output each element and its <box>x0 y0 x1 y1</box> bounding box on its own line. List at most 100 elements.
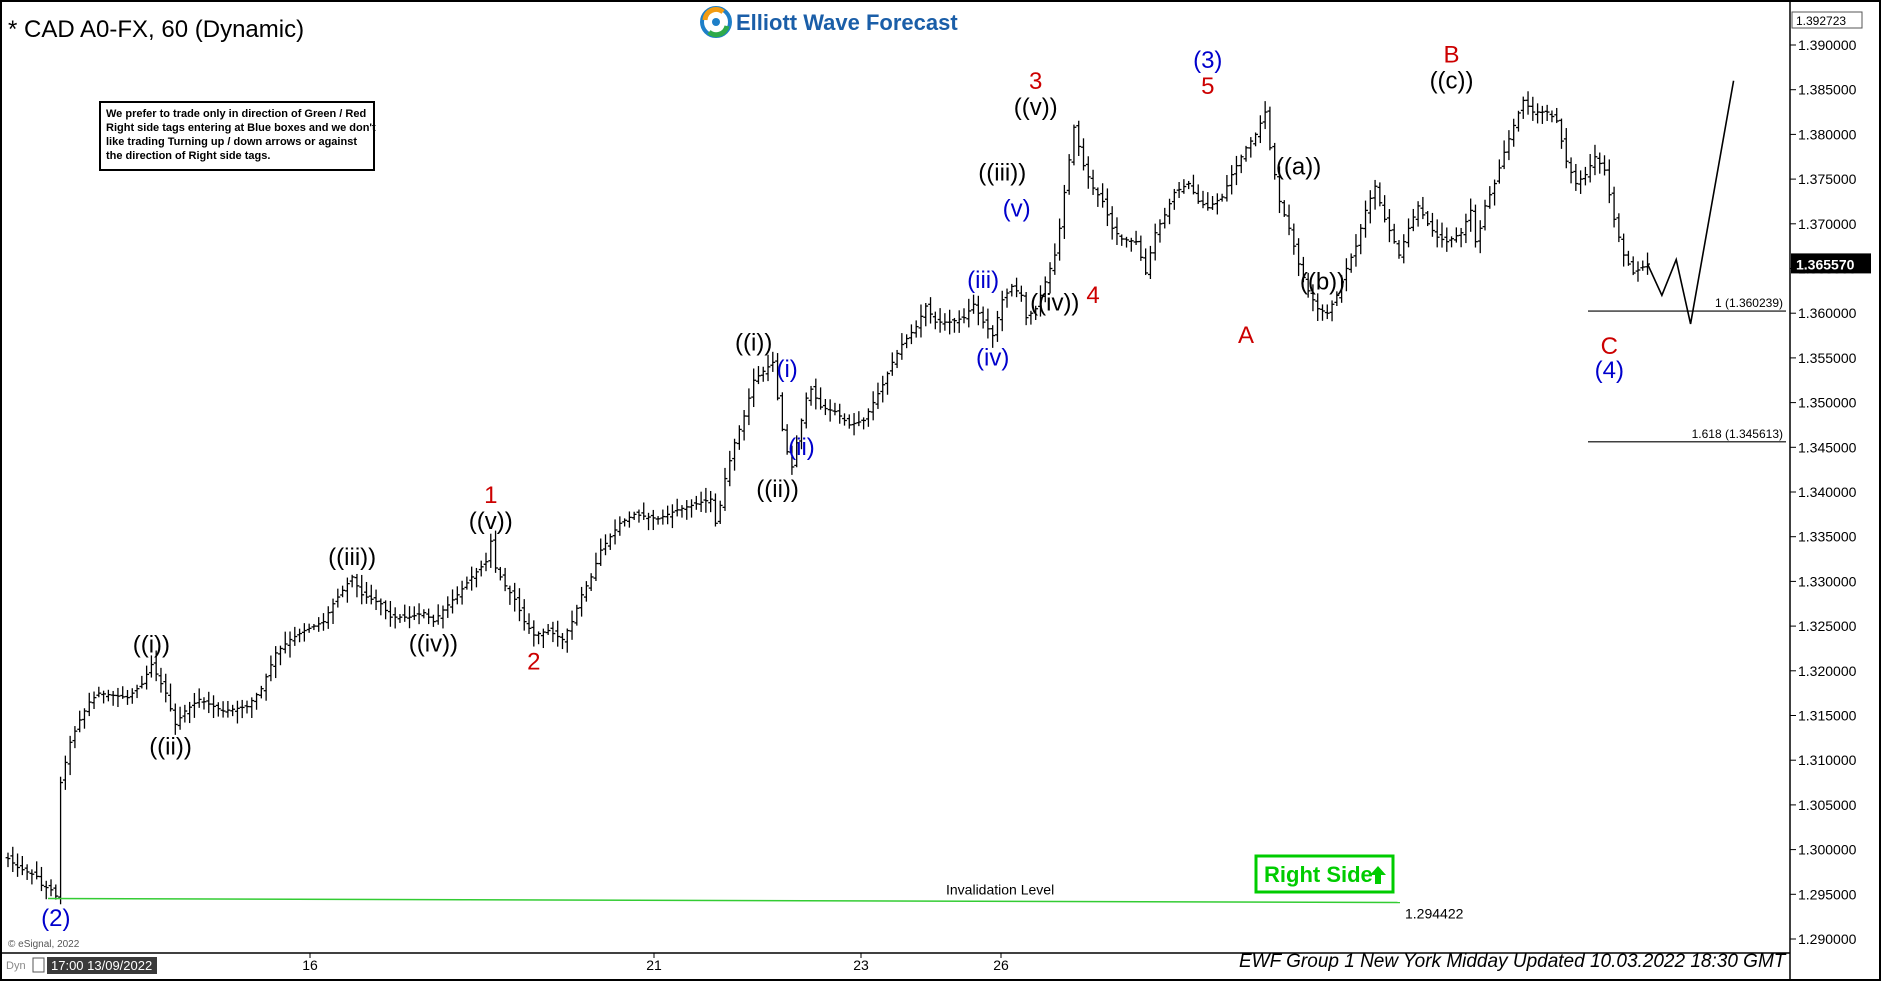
ohlc-bar <box>1568 157 1574 184</box>
wave-label: 5 <box>1201 73 1214 100</box>
ohlc-bar <box>311 623 317 631</box>
ohlc-bar <box>239 699 245 719</box>
ohlc-bar <box>598 538 604 566</box>
ohlc-bar <box>163 673 169 703</box>
ohlc-bar <box>818 387 823 410</box>
ohlc-bar <box>985 308 991 339</box>
wave-label: ((i)) <box>735 329 772 356</box>
ohlc-bar <box>483 552 489 572</box>
ohlc-bar <box>58 776 63 905</box>
ohlc-bar <box>799 418 804 450</box>
up-arrow-icon <box>1370 866 1386 884</box>
ohlc-bar <box>784 424 790 455</box>
ohlc-bar <box>1324 304 1330 320</box>
brand-logo: Elliott Wave Forecast <box>700 2 970 40</box>
ohlc-bar <box>1339 275 1345 303</box>
ohlc-bar <box>555 620 561 647</box>
ohlc-bar <box>474 567 479 588</box>
ohlc-bar <box>1592 144 1598 176</box>
ohlc-bar <box>756 366 761 385</box>
ohlc-bar <box>1257 115 1263 144</box>
wave-label: 3 <box>1029 68 1042 95</box>
ohlc-bar <box>1334 291 1340 307</box>
note-line-2: Right side tags entering at Blue boxes a… <box>106 122 376 134</box>
ohlc-bar <box>808 385 814 406</box>
current-price-label: 1.365570 <box>1796 256 1855 272</box>
ohlc-bar <box>1071 124 1077 166</box>
ohlc-bar <box>1377 182 1383 207</box>
ohlc-bar <box>665 505 671 525</box>
ohlc-bar <box>1119 234 1125 246</box>
ohlc-bar <box>770 351 776 372</box>
ohlc-bar <box>894 349 900 369</box>
ohlc-bar <box>775 353 780 401</box>
ohlc-bar <box>779 392 785 432</box>
ohlc-bar <box>736 425 742 450</box>
ohlc-bar <box>617 516 623 536</box>
ohlc-bar <box>851 413 857 436</box>
ohlc-bar <box>349 574 355 588</box>
ohlc-bar <box>368 584 374 605</box>
ohlc-bar <box>282 631 288 654</box>
ohlc-bar <box>19 856 25 876</box>
ohlc-bar <box>1310 284 1316 312</box>
ohlc-bar <box>182 704 188 723</box>
ohlc-bar <box>249 697 255 718</box>
ohlc-bar <box>1085 156 1091 189</box>
ohlc-bar <box>273 646 279 679</box>
note-line-1: We prefer to trade only in direction of … <box>106 108 366 120</box>
wave-label: ((v)) <box>469 508 513 535</box>
ohlc-bar <box>258 685 264 699</box>
ohlc-bar <box>1477 220 1483 254</box>
ohlc-bar <box>1496 159 1502 184</box>
wave-label: (iii) <box>967 267 999 294</box>
dyn-tag: Dyn <box>6 960 26 972</box>
y-tick-label: 1.345000 <box>1798 439 1857 455</box>
ohlc-bar <box>1109 206 1115 240</box>
ohlc-bar <box>880 375 886 403</box>
ohlc-bar <box>717 500 723 524</box>
ohlc-bar <box>1453 227 1459 243</box>
ohlc-bar <box>1382 195 1388 223</box>
ohlc-bar <box>411 606 417 621</box>
y-tick-label: 1.335000 <box>1798 529 1857 545</box>
ohlc-bar <box>1434 219 1440 248</box>
ohlc-bar <box>1602 155 1607 176</box>
ohlc-bar <box>1449 236 1454 248</box>
ohlc-bar <box>82 708 87 729</box>
ohlc-bar <box>1076 120 1082 156</box>
ohlc-bar <box>502 567 508 592</box>
ohlc-bar <box>1473 204 1478 248</box>
ohlc-bar <box>24 864 30 880</box>
ohlc-bar <box>1267 106 1273 151</box>
level-lines: Invalidation Level 1.294422 1 (1.360239) 1.… <box>47 80 1786 921</box>
y-tick-label: 1.375000 <box>1798 171 1857 187</box>
ohlc-bar <box>1229 165 1235 195</box>
ohlc-bar <box>53 884 59 900</box>
ohlc-bar <box>1090 169 1096 195</box>
ohlc-bar <box>1176 181 1182 199</box>
ohlc-bar <box>1133 230 1139 245</box>
ohlc-bars <box>5 91 1650 905</box>
ohlc-bar <box>1630 256 1636 276</box>
lock-icon <box>32 957 45 973</box>
ohlc-bar <box>1578 170 1584 194</box>
ohlc-bar <box>497 566 503 581</box>
ohlc-bar <box>1372 179 1378 210</box>
ohlc-bar <box>1200 190 1206 209</box>
ohlc-bar <box>1492 179 1497 206</box>
ohlc-bar <box>956 310 962 333</box>
ohlc-bar <box>655 516 661 525</box>
right-side-label: Right Side <box>1264 862 1373 887</box>
invalidation-line <box>47 897 1401 904</box>
ohlc-bar <box>1344 258 1349 292</box>
ohlc-bar <box>583 581 589 602</box>
time-axis: 16 21 23 26 <box>302 953 1009 973</box>
ohlc-bar <box>1563 128 1569 169</box>
wave-label: ((iii)) <box>328 544 376 571</box>
wave-label: ((c)) <box>1430 67 1474 94</box>
ohlc-bar <box>1525 91 1531 115</box>
ohlc-bar <box>937 308 943 333</box>
